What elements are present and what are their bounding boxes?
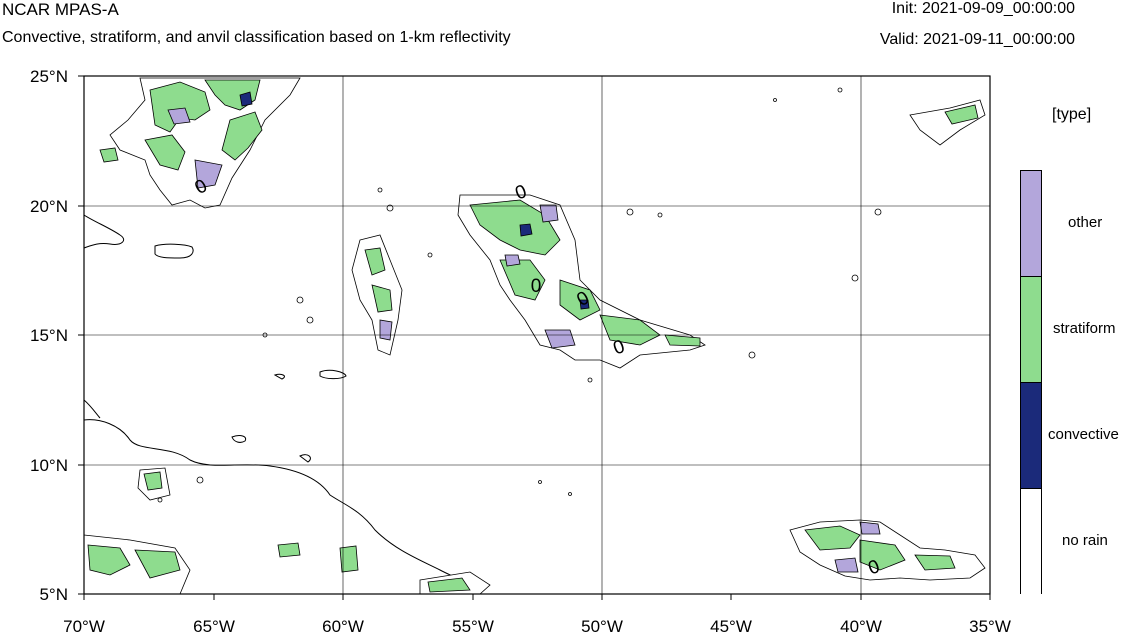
legend-label-convective: convective	[1048, 426, 1119, 443]
lat-tick-label: 15°N	[30, 326, 68, 345]
lon-tick-label: 55°W	[452, 617, 494, 636]
lat-tick-label: 20°N	[30, 197, 68, 216]
cluster-northeast	[909, 99, 986, 146]
map-title: NCAR MPAS-A	[2, 0, 119, 19]
map-area: 0 0 0 0 0 0	[30, 67, 1011, 636]
valid-time-label: Valid: 2021-09-11_00:00:00	[879, 31, 1075, 48]
lat-tick-label: 25°N	[30, 67, 68, 86]
lat-tick-label: 10°N	[30, 456, 68, 475]
coastline	[84, 214, 481, 594]
longitude-labels: 70°W 65°W 60°W 55°W 50°W 45°W 40°W 35°W	[63, 617, 1011, 636]
lon-tick-label: 50°W	[581, 617, 623, 636]
scattered-cells	[157, 87, 882, 503]
cluster-southwest	[84, 467, 491, 594]
legend-title: [type]	[1052, 106, 1092, 123]
legend-swatch-stratiform	[1021, 276, 1041, 383]
init-time-label: Init: 2021-09-09_00:00:00	[891, 0, 1075, 17]
cluster-northwest	[99, 77, 301, 209]
precipitation-cells	[84, 77, 986, 594]
legend-label-no-rain: no rain	[1062, 532, 1108, 549]
legend-colorbar	[1020, 170, 1042, 594]
axis-ticks	[78, 75, 991, 600]
lon-tick-label: 35°W	[969, 617, 1011, 636]
latitude-labels: 25°N 20°N 15°N 10°N 5°N	[30, 67, 68, 604]
legend-swatch-no-rain	[1021, 488, 1041, 594]
map-subtitle: Convective, stratiform, and anvil classi…	[2, 29, 511, 46]
graticule	[84, 76, 990, 594]
lon-tick-label: 45°W	[710, 617, 752, 636]
lon-tick-label: 40°W	[840, 617, 882, 636]
cluster-central	[457, 194, 706, 369]
legend-label-stratiform: stratiform	[1053, 320, 1116, 337]
lon-tick-label: 60°W	[322, 617, 364, 636]
lon-tick-label: 65°W	[193, 617, 235, 636]
lat-tick-label: 5°N	[39, 585, 68, 604]
cluster-southeast	[789, 519, 986, 581]
legend-swatch-other	[1021, 171, 1041, 276]
legend-swatch-convective	[1021, 382, 1041, 489]
legend-label-other: other	[1068, 214, 1103, 231]
lon-tick-label: 70°W	[63, 617, 105, 636]
contour-label: 0	[531, 276, 542, 297]
